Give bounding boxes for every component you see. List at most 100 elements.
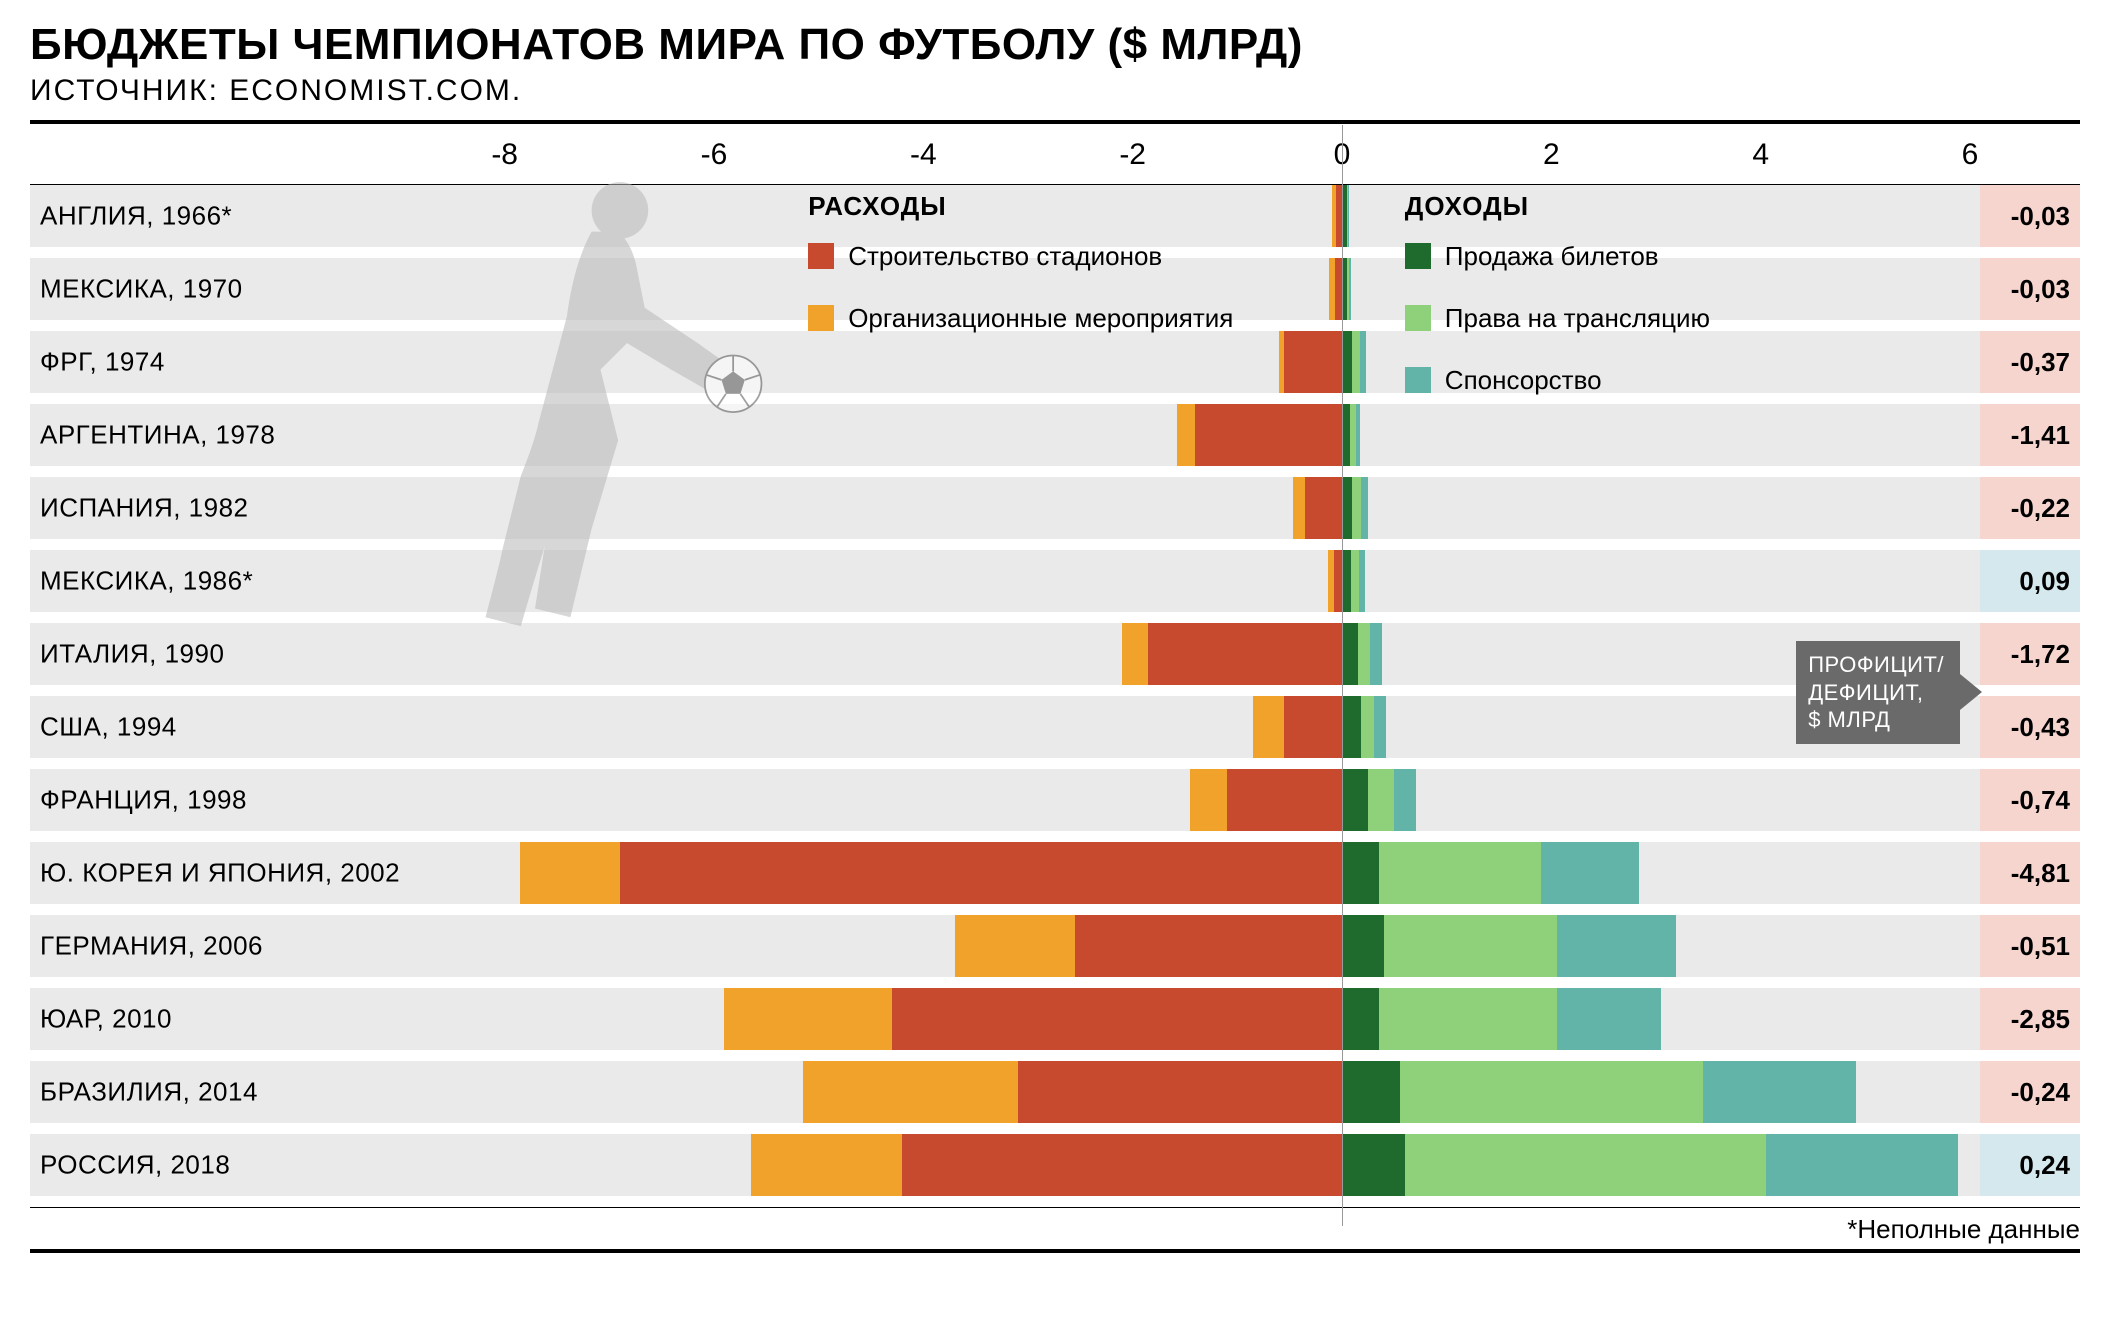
seg-income-tickets — [1342, 769, 1368, 831]
balance-value: -1,41 — [1980, 404, 2080, 466]
bar-area — [400, 988, 1920, 1050]
seg-expense-stadium — [620, 842, 1342, 904]
seg-income-broadcast — [1358, 623, 1371, 685]
legend-item: Права на трансляцию — [1405, 292, 1710, 344]
seg-expense-stadium — [902, 1134, 1342, 1196]
row-label: Ю. КОРЕЯ И ЯПОНИЯ, 2002 — [40, 858, 400, 889]
legend-swatch — [1405, 305, 1431, 331]
seg-income-broadcast — [1352, 477, 1360, 539]
axis-tick: 2 — [1543, 138, 1560, 172]
balance-value: -0,74 — [1980, 769, 2080, 831]
data-row: ИТАЛИЯ, 1990 -1,72 — [30, 623, 2080, 685]
balance-value: -1,72 — [1980, 623, 2080, 685]
seg-income-broadcast — [1405, 1134, 1766, 1196]
seg-expense-org — [1177, 404, 1196, 466]
seg-income-sponsor — [1766, 1134, 1959, 1196]
seg-expense-stadium — [1018, 1061, 1342, 1123]
seg-income-sponsor — [1370, 623, 1382, 685]
row-label: ФРАНЦИЯ, 1998 — [40, 785, 247, 816]
seg-income-sponsor — [1359, 550, 1365, 612]
seg-income-broadcast — [1379, 988, 1557, 1050]
legend-income: ДОХОДЫ Продажа билетов Права на трансляцию… — [1405, 191, 1710, 416]
row-label: ИТАЛИЯ, 1990 — [40, 639, 224, 670]
axis-tick: 6 — [1962, 138, 1979, 172]
data-row: ФРАНЦИЯ, 1998 -0,74 — [30, 769, 2080, 831]
seg-income-tickets — [1342, 988, 1379, 1050]
row-label: ИСПАНИЯ, 1982 — [40, 493, 249, 524]
axis-tick: -8 — [491, 138, 518, 172]
row-label: БРАЗИЛИЯ, 2014 — [40, 1077, 258, 1108]
seg-income-broadcast — [1351, 550, 1358, 612]
seg-expense-org — [1190, 769, 1227, 831]
legend-label: Строительство стадионов — [848, 241, 1162, 272]
footnote: *Неполные данные — [30, 1214, 2080, 1245]
row-label: РОССИЯ, 2018 — [40, 1150, 230, 1181]
chart-title: БЮДЖЕТЫ ЧЕМПИОНАТОВ МИРА ПО ФУТБОЛУ ($ М… — [30, 20, 2080, 70]
seg-income-broadcast — [1361, 696, 1375, 758]
seg-income-sponsor — [1356, 404, 1360, 466]
seg-expense-stadium — [1284, 331, 1342, 393]
seg-expense-stadium — [1284, 696, 1342, 758]
legend-swatch — [808, 305, 834, 331]
seg-expense-stadium — [1335, 258, 1342, 320]
bar-area — [400, 1061, 1920, 1123]
seg-income-sponsor — [1361, 477, 1368, 539]
seg-income-broadcast — [1379, 842, 1541, 904]
legend-title: ДОХОДЫ — [1405, 191, 1710, 222]
seg-expense-org — [1332, 185, 1336, 247]
balance-value: -4,81 — [1980, 842, 2080, 904]
seg-income-tickets — [1342, 477, 1352, 539]
balance-value: -0,03 — [1980, 185, 2080, 247]
seg-expense-org — [1328, 550, 1333, 612]
legend-expenses: РАСХОДЫСтроительство стадионовОрганизаци… — [808, 191, 1233, 354]
balance-value: -0,43 — [1980, 696, 2080, 758]
legend-label: Организационные мероприятия — [848, 303, 1233, 334]
seg-expense-org — [803, 1061, 1018, 1123]
seg-expense-org — [1122, 623, 1148, 685]
balance-value: -0,03 — [1980, 258, 2080, 320]
data-row: ГЕРМАНИЯ, 2006-0,51 — [30, 915, 2080, 977]
axis-tick: -6 — [701, 138, 728, 172]
seg-expense-org — [1279, 331, 1284, 393]
data-row: США, 1994-0,43 — [30, 696, 2080, 758]
balance-value: 0,09 — [1980, 550, 2080, 612]
legend-swatch — [1405, 367, 1431, 393]
seg-income-broadcast — [1368, 769, 1394, 831]
data-row: МЕКСИКА, 1986*0,09 — [30, 550, 2080, 612]
bar-area — [400, 1134, 1920, 1196]
data-row: ИСПАНИЯ, 1982 -0,22 — [30, 477, 2080, 539]
rule-bottom-1 — [30, 1207, 2080, 1208]
bar-area — [400, 769, 1920, 831]
legend-item: Организационные мероприятия — [808, 292, 1233, 344]
data-row: БРАЗИЛИЯ, 2014 -0,24 — [30, 1061, 2080, 1123]
seg-expense-org — [520, 842, 619, 904]
seg-expense-org — [955, 915, 1075, 977]
balance-value: -0,24 — [1980, 1061, 2080, 1123]
legend-label: Продажа билетов — [1445, 241, 1659, 272]
seg-income-tickets — [1342, 915, 1384, 977]
zero-line — [1342, 125, 1343, 1226]
axis-tick: -4 — [910, 138, 937, 172]
seg-income-sponsor — [1557, 915, 1676, 977]
legend-item: Продажа билетов — [1405, 230, 1710, 282]
bar-area — [400, 696, 1920, 758]
row-label: ГЕРМАНИЯ, 2006 — [40, 931, 263, 962]
row-label: ФРГ, 1974 — [40, 347, 165, 378]
bar-area — [400, 842, 1920, 904]
seg-income-sponsor — [1703, 1061, 1856, 1123]
seg-expense-stadium — [1227, 769, 1342, 831]
seg-income-sponsor — [1374, 696, 1386, 758]
seg-income-tickets — [1342, 404, 1350, 466]
seg-expense-stadium — [1334, 550, 1342, 612]
legend-label: Права на трансляцию — [1445, 303, 1710, 334]
seg-income-tickets — [1342, 842, 1379, 904]
legend-item: Строительство стадионов — [808, 230, 1233, 282]
row-label: ЮАР, 2010 — [40, 1004, 172, 1035]
seg-expense-stadium — [1148, 623, 1342, 685]
row-label: МЕКСИКА, 1970 — [40, 274, 243, 305]
data-row: РОССИЯ, 20180,24 — [30, 1134, 2080, 1196]
seg-income-sponsor — [1394, 769, 1416, 831]
seg-expense-org — [751, 1134, 903, 1196]
seg-expense-org — [1329, 258, 1334, 320]
balance-value: -0,22 — [1980, 477, 2080, 539]
